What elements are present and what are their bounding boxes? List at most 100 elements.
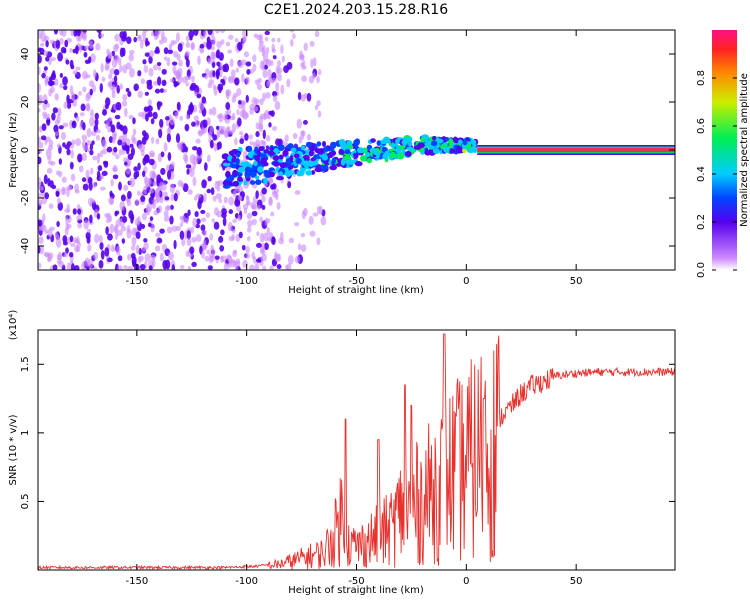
spectrogram-cell xyxy=(157,76,162,86)
spectrogram-cell xyxy=(185,250,190,258)
spectrogram-cell xyxy=(281,55,285,63)
spectrogram-cell xyxy=(296,118,302,129)
spectrogram-cell xyxy=(237,100,242,105)
spectrogram-cell xyxy=(245,194,249,201)
spectrogram-cell xyxy=(108,196,114,205)
spectrogram-cell xyxy=(262,69,268,79)
spectrogram-cell xyxy=(193,30,199,36)
spectrogram-cell xyxy=(191,261,197,268)
spectrogram-cell xyxy=(266,227,270,236)
snr-x-ticks: -150 -100 -50 0 50 xyxy=(125,330,583,587)
spectrogram-cell xyxy=(216,132,221,138)
spectrogram-cell xyxy=(210,187,215,196)
spectrogram-cell xyxy=(155,46,160,54)
spectrogram-cell xyxy=(308,150,314,157)
spectrogram-cell xyxy=(103,161,109,168)
spectrogram-cell xyxy=(245,200,251,206)
spectrogram-cell xyxy=(129,143,134,148)
spectrogram-cell xyxy=(268,110,274,116)
spectrogram-cell xyxy=(235,158,240,165)
spectrogram-cell xyxy=(101,76,106,82)
spectrogram-cell xyxy=(227,34,234,40)
spectrogram-cell xyxy=(38,246,41,254)
spectrogram-cell xyxy=(220,229,225,236)
spectrogram-cell xyxy=(76,241,81,249)
spectrogram-cell xyxy=(354,161,363,167)
spectrogram-cell xyxy=(218,86,222,94)
spectrogram-cell xyxy=(338,148,344,155)
spectrogram-cell xyxy=(115,210,120,215)
spectrogram-cell xyxy=(206,249,211,255)
spectrogram-cell xyxy=(141,31,147,38)
spectrogram-cell xyxy=(104,62,110,70)
spectrogram-cell xyxy=(45,56,50,62)
spectrogram-cell xyxy=(289,30,295,33)
spectrogram-cell xyxy=(193,115,199,121)
spectrogram-cell xyxy=(223,113,228,121)
spectrogram-cell xyxy=(151,257,156,268)
spectrogram-cell xyxy=(171,225,178,232)
spectrogram-cell xyxy=(115,153,120,160)
spectrogram-cell xyxy=(66,101,72,109)
spectrogram-cell xyxy=(210,51,215,60)
spectrogram-cell xyxy=(380,139,388,145)
spectrogram-cell xyxy=(237,195,243,201)
spectrogram-cell xyxy=(140,223,146,230)
spectrogram-cell xyxy=(317,110,322,118)
spectrogram-cell xyxy=(417,142,425,149)
spectrogram-cell xyxy=(216,61,221,67)
spectrogram-cell xyxy=(127,153,134,160)
spectrogram-cell xyxy=(83,51,88,58)
spectrogram-cell xyxy=(156,237,163,244)
spectrogram-cell xyxy=(56,170,61,176)
spectrogram-cell xyxy=(424,139,432,146)
spectrogram-cell xyxy=(135,170,140,178)
spectrogram-cell xyxy=(253,98,260,105)
spectrogram-cell xyxy=(179,142,183,152)
spectrogram-cell xyxy=(171,264,176,270)
spectrogram-cell xyxy=(61,186,65,196)
spectrogram-cell xyxy=(314,104,319,111)
spectrogram-cell xyxy=(286,78,291,88)
spectrogram-cell xyxy=(109,223,115,234)
spectrogram-cell xyxy=(246,212,253,220)
spectrogram-cell xyxy=(266,134,271,142)
spectrogram-cell xyxy=(137,190,141,196)
spectrogram-cell xyxy=(108,73,113,80)
spectrogram-cell xyxy=(189,246,195,255)
spectrogram-cell xyxy=(230,69,236,78)
spectrogram-cell xyxy=(420,136,426,143)
spectrogram-cell xyxy=(298,136,303,144)
spectrogram-cell xyxy=(311,142,316,150)
spectrogram-cell xyxy=(212,70,216,78)
spectrogram-cell xyxy=(169,215,174,225)
spectrogram-cell xyxy=(255,131,260,138)
spectrogram-cell xyxy=(195,138,201,144)
spectrogram-cell xyxy=(321,154,329,161)
spectrogram-cell xyxy=(81,153,88,162)
spectrogram-cell xyxy=(158,39,164,45)
spectrogram-cell xyxy=(119,64,123,73)
spectrogram-cell xyxy=(267,68,272,79)
spectrogram-cell xyxy=(56,221,60,228)
spectrogram-cell xyxy=(177,74,183,84)
spectrogram-cell xyxy=(179,230,185,240)
spectrogram-cell xyxy=(187,265,192,270)
spectrogram-cell xyxy=(173,192,178,202)
spectrogram-cell xyxy=(70,242,76,247)
spectrogram-cell xyxy=(153,210,159,216)
spectrogram-cell xyxy=(140,195,146,202)
spectrogram-cell xyxy=(135,231,141,240)
spectrogram-cell xyxy=(122,94,128,101)
spectrogram-cell xyxy=(107,257,113,263)
spectrogram-cell xyxy=(137,70,142,77)
spectrogram-cell xyxy=(384,150,391,157)
spectrogram-cell xyxy=(156,174,162,184)
spectrogram-cell xyxy=(38,192,44,198)
spectrogram-cell xyxy=(185,217,189,224)
spectrogram-cell xyxy=(211,247,216,258)
spectrogram-cell xyxy=(300,145,306,151)
spectrogram-cell xyxy=(166,226,173,234)
spectrogram-cell xyxy=(192,217,198,228)
spectrogram-cell xyxy=(95,134,100,141)
